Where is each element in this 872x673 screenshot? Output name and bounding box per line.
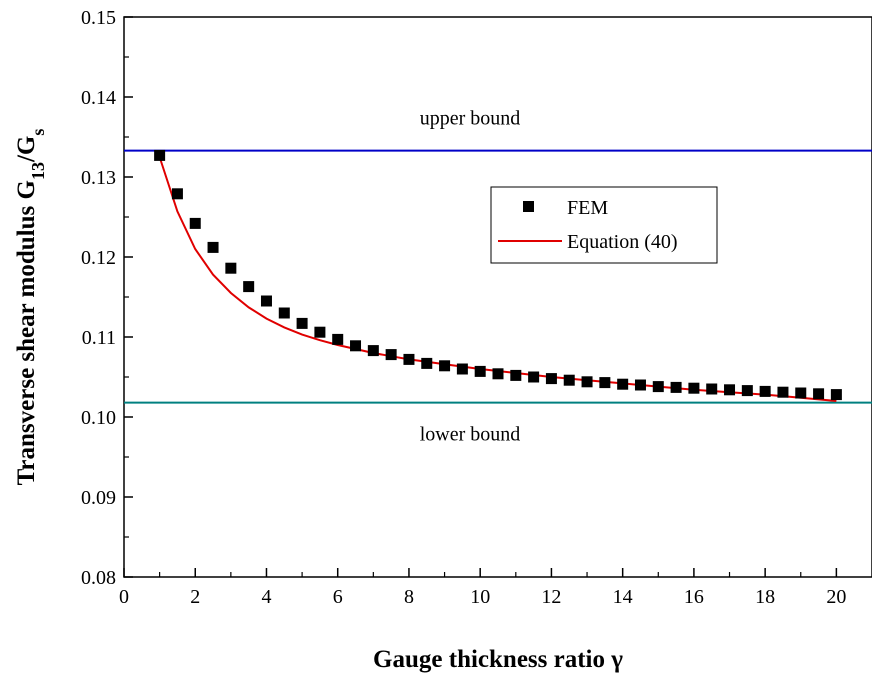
y-axis-title-sub2: s (28, 129, 48, 136)
legend-label-equation: Equation (40) (567, 231, 678, 253)
lower-bound-label: lower bound (420, 424, 521, 446)
fem-point (724, 384, 736, 396)
fem-point (510, 369, 522, 381)
fem-point (545, 373, 557, 385)
fem-point (706, 383, 718, 395)
fem-point (260, 295, 272, 307)
fem-point (439, 360, 451, 372)
legend-label-fem: FEM (567, 197, 608, 219)
x-tick-label: 20 (826, 586, 846, 608)
y-tick-label: 0.12 (81, 247, 116, 269)
fem-point (759, 385, 771, 397)
fem-point (830, 389, 842, 401)
fem-point (617, 378, 629, 390)
y-axis-title: Transverse shear modulus G13/Gs (13, 129, 48, 486)
x-tick-label: 16 (684, 586, 704, 608)
x-tick-label: 8 (404, 586, 414, 608)
fem-point (332, 333, 344, 345)
x-tick-label: 4 (261, 586, 271, 608)
fem-point (385, 349, 397, 361)
x-tick-label: 14 (613, 586, 633, 608)
fem-point (243, 281, 255, 293)
fem-point (813, 388, 825, 400)
y-axis-title-sub1: 13 (28, 162, 48, 180)
fem-point (314, 326, 326, 338)
fem-point (599, 377, 611, 389)
upper-bound-label: upper bound (420, 108, 521, 130)
fem-point (474, 365, 486, 377)
reference-lines (124, 149, 872, 404)
x-axis: 0 2 4 6 8 10 12 14 16 18 20 (119, 568, 846, 608)
fem-point (189, 217, 201, 229)
fem-point (492, 368, 504, 380)
fem-point (171, 188, 183, 200)
fem-point (421, 357, 433, 369)
legend-marker-fem (523, 201, 534, 212)
fem-point (225, 262, 237, 274)
fem-point (296, 317, 308, 329)
legend: FEM Equation (40) (490, 186, 718, 264)
y-tick-label: 0.13 (81, 167, 116, 189)
y-tick-label: 0.15 (81, 7, 116, 29)
y-tick-label: 0.14 (81, 87, 116, 109)
fem-point (670, 381, 682, 393)
x-tick-label: 18 (755, 586, 775, 608)
fem-point (403, 353, 415, 365)
fem-point (563, 374, 575, 386)
y-tick-label: 0.09 (81, 487, 116, 509)
x-tick-label: 0 (119, 586, 129, 608)
x-tick-label: 12 (541, 586, 561, 608)
y-tick-label: 0.11 (82, 327, 116, 349)
fem-point (528, 371, 540, 383)
fem-point (207, 241, 219, 253)
y-axis: 0.08 0.09 0.10 0.11 0.12 0.13 0.14 0.15 (81, 7, 133, 589)
fem-point (367, 345, 379, 357)
reference-labels: upper bound lower bound (420, 108, 521, 446)
legend-box (490, 186, 718, 264)
fem-point (350, 340, 362, 352)
x-axis-title: Gauge thickness ratio γ (373, 646, 623, 673)
fem-point (581, 376, 593, 388)
y-tick-label: 0.10 (81, 407, 116, 429)
x-tick-label: 2 (190, 586, 200, 608)
fem-point (777, 386, 789, 398)
y-axis-title-main: Transverse shear modulus G (13, 180, 40, 485)
fem-point (688, 382, 700, 394)
x-tick-label: 10 (470, 586, 490, 608)
y-tick-label: 0.08 (81, 567, 116, 589)
fem-point (634, 379, 646, 391)
fem-point (795, 387, 807, 399)
fem-point (741, 385, 753, 397)
fem-point (278, 307, 290, 319)
y-axis-title-mid: /G (13, 136, 40, 163)
fem-series (154, 149, 842, 401)
fem-point (456, 363, 468, 375)
fem-point (154, 149, 166, 161)
fem-point (652, 381, 664, 393)
x-tick-label: 6 (333, 586, 343, 608)
